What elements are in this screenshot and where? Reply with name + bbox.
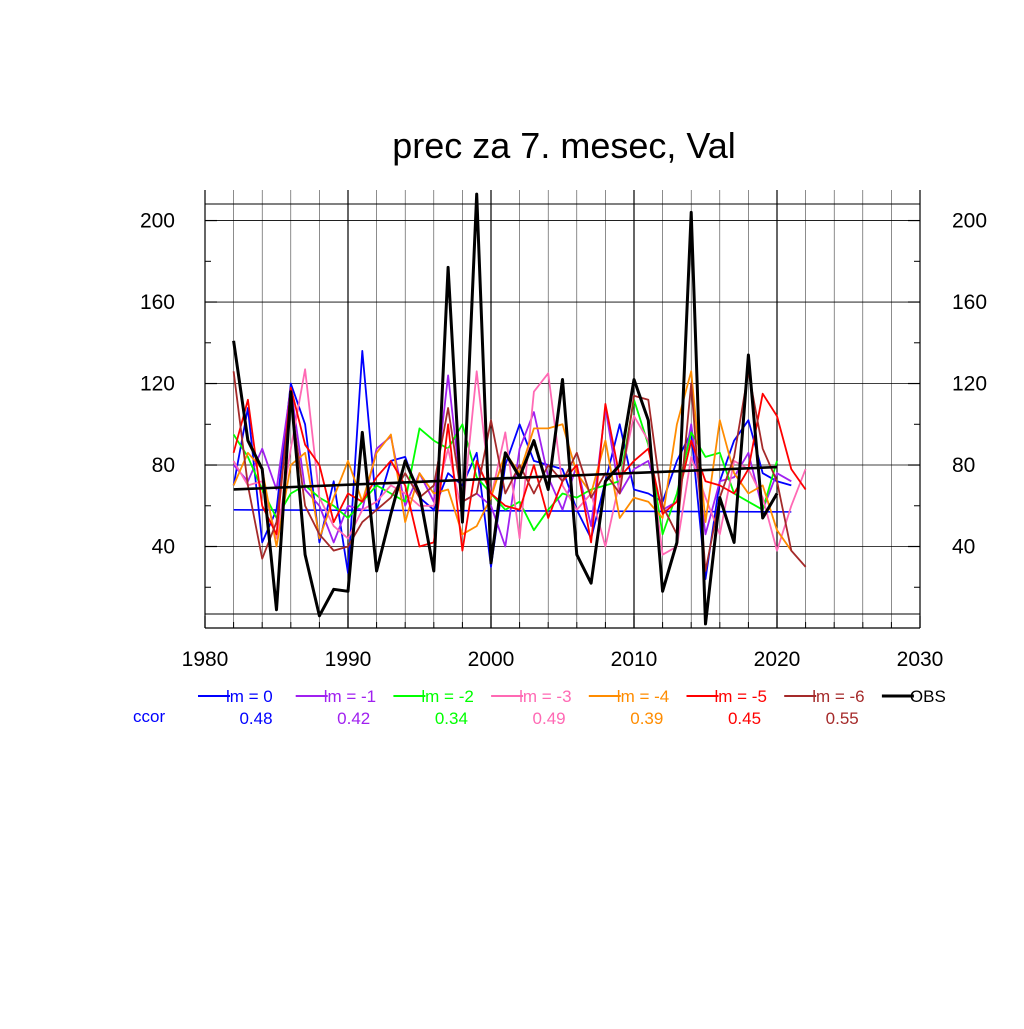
series-line-lm-6	[232, 370, 807, 572]
series-line-lm-2	[232, 398, 778, 536]
trend-line-obs	[233, 465, 778, 491]
tick-layer: 40 40 80 80 120 120 160 160 200 200 1980 1990 2000 20…	[140, 210, 987, 671]
legend-ccor-value: 0.49	[533, 709, 566, 728]
x-tick-label: 2010	[611, 648, 658, 671]
legend-ccor-label: ccor	[133, 707, 165, 726]
legend-series-name: lm = -5	[715, 687, 767, 706]
legend-ccor-value: 0.45	[728, 709, 761, 728]
x-tick-label: 2000	[468, 648, 515, 671]
y-tick-label-right: 40	[952, 536, 975, 559]
legend-ccor-value: 0.55	[826, 709, 859, 728]
y-tick-label-left: 40	[152, 536, 175, 559]
series-line-obs	[232, 192, 779, 626]
series-line-lm-3	[232, 368, 807, 556]
legend-series-name: lm = 0	[226, 687, 273, 706]
legend-series-name: lm = -3	[519, 687, 571, 706]
x-tick-label: 2020	[754, 648, 801, 671]
y-tick-label-right: 200	[952, 210, 987, 233]
y-tick-label-right: 160	[952, 291, 987, 314]
legend: ccor lm = 0 0.48 lm = -1 0.42 lm = -2 0.34 lm =…	[133, 687, 946, 728]
legend-ccor-value: 0.42	[337, 709, 370, 728]
x-tick-label: 2030	[897, 648, 944, 671]
y-tick-label-left: 200	[140, 210, 175, 233]
legend-ccor-value: 0.39	[630, 709, 663, 728]
legend-series-name: lm = -6	[812, 687, 864, 706]
y-tick-label-left: 160	[140, 291, 175, 314]
y-tick-label-left: 120	[140, 373, 175, 396]
y-tick-label-left: 80	[152, 454, 175, 477]
series-layer	[232, 192, 807, 626]
legend-series-name: lm = -2	[421, 687, 473, 706]
chart-title: prec za 7. mesec, Val	[392, 125, 735, 166]
legend-ccor-value: 0.48	[239, 709, 272, 728]
y-tick-label-right: 120	[952, 373, 987, 396]
series-line-lm-5	[232, 386, 807, 552]
y-tick-label-right: 80	[952, 454, 975, 477]
legend-series-name: OBS	[910, 687, 946, 706]
frame-layer	[204, 190, 921, 629]
x-tick-label: 1990	[325, 648, 372, 671]
legend-series-name: lm = -1	[324, 687, 376, 706]
legend-series-name: lm = -4	[617, 687, 669, 706]
legend-ccor-value: 0.34	[435, 709, 468, 728]
x-tick-label: 1980	[182, 648, 229, 671]
grid-layer	[205, 190, 920, 628]
